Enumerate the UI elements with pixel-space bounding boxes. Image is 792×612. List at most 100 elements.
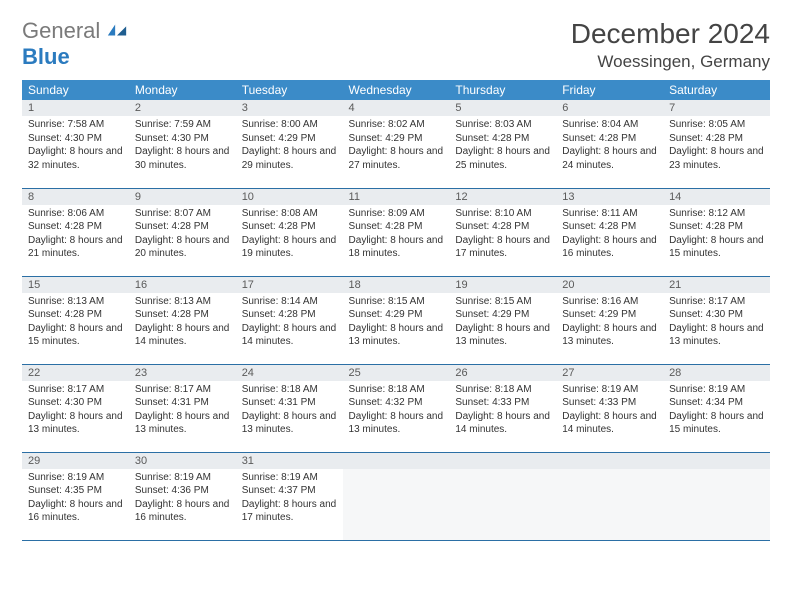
sunrise-line: Sunrise: 8:18 AM — [242, 383, 337, 397]
day-details: Sunrise: 8:05 AMSunset: 4:28 PMDaylight:… — [663, 116, 770, 176]
day-details: Sunrise: 8:11 AMSunset: 4:28 PMDaylight:… — [556, 205, 663, 265]
day-details: Sunrise: 8:13 AMSunset: 4:28 PMDaylight:… — [22, 293, 129, 353]
sunset-line: Sunset: 4:28 PM — [242, 308, 337, 322]
sunset-line: Sunset: 4:29 PM — [349, 308, 444, 322]
day-details: Sunrise: 8:03 AMSunset: 4:28 PMDaylight:… — [449, 116, 556, 176]
calendar-day-cell: 2Sunrise: 7:59 AMSunset: 4:30 PMDaylight… — [129, 100, 236, 188]
day-details: Sunrise: 8:00 AMSunset: 4:29 PMDaylight:… — [236, 116, 343, 176]
calendar-week-row: 1Sunrise: 7:58 AMSunset: 4:30 PMDaylight… — [22, 100, 770, 188]
calendar-day-cell: 11Sunrise: 8:09 AMSunset: 4:28 PMDayligh… — [343, 188, 450, 276]
sunset-line: Sunset: 4:28 PM — [135, 220, 230, 234]
calendar-empty-cell — [343, 452, 450, 540]
calendar-day-cell: 10Sunrise: 8:08 AMSunset: 4:28 PMDayligh… — [236, 188, 343, 276]
sunset-line: Sunset: 4:28 PM — [562, 220, 657, 234]
day-details: Sunrise: 8:08 AMSunset: 4:28 PMDaylight:… — [236, 205, 343, 265]
sunrise-line: Sunrise: 8:18 AM — [349, 383, 444, 397]
sunrise-line: Sunrise: 8:04 AM — [562, 118, 657, 132]
weekday-header: Tuesday — [236, 80, 343, 100]
day-details: Sunrise: 8:17 AMSunset: 4:30 PMDaylight:… — [663, 293, 770, 353]
day-number: 31 — [236, 453, 343, 469]
calendar-day-cell: 23Sunrise: 8:17 AMSunset: 4:31 PMDayligh… — [129, 364, 236, 452]
daylight-line: Daylight: 8 hours and 16 minutes. — [562, 234, 657, 261]
daylight-line: Daylight: 8 hours and 14 minutes. — [562, 410, 657, 437]
calendar-week-row: 8Sunrise: 8:06 AMSunset: 4:28 PMDaylight… — [22, 188, 770, 276]
day-details: Sunrise: 8:14 AMSunset: 4:28 PMDaylight:… — [236, 293, 343, 353]
daylight-line: Daylight: 8 hours and 13 minutes. — [349, 322, 444, 349]
logo: General Blue — [22, 18, 128, 70]
calendar-day-cell: 3Sunrise: 8:00 AMSunset: 4:29 PMDaylight… — [236, 100, 343, 188]
calendar-empty-cell — [663, 452, 770, 540]
calendar-day-cell: 5Sunrise: 8:03 AMSunset: 4:28 PMDaylight… — [449, 100, 556, 188]
daylight-line: Daylight: 8 hours and 17 minutes. — [455, 234, 550, 261]
daylight-line: Daylight: 8 hours and 14 minutes. — [242, 322, 337, 349]
day-number: 9 — [129, 189, 236, 205]
day-details: Sunrise: 8:09 AMSunset: 4:28 PMDaylight:… — [343, 205, 450, 265]
day-details: Sunrise: 8:12 AMSunset: 4:28 PMDaylight:… — [663, 205, 770, 265]
day-number: 29 — [22, 453, 129, 469]
sunrise-line: Sunrise: 8:08 AM — [242, 207, 337, 221]
day-details: Sunrise: 8:07 AMSunset: 4:28 PMDaylight:… — [129, 205, 236, 265]
daylight-line: Daylight: 8 hours and 13 minutes. — [455, 322, 550, 349]
day-details: Sunrise: 7:59 AMSunset: 4:30 PMDaylight:… — [129, 116, 236, 176]
calendar-day-cell: 16Sunrise: 8:13 AMSunset: 4:28 PMDayligh… — [129, 276, 236, 364]
day-number: 2 — [129, 100, 236, 116]
sunrise-line: Sunrise: 7:59 AM — [135, 118, 230, 132]
day-number: 13 — [556, 189, 663, 205]
calendar-body: 1Sunrise: 7:58 AMSunset: 4:30 PMDaylight… — [22, 100, 770, 540]
calendar-day-cell: 7Sunrise: 8:05 AMSunset: 4:28 PMDaylight… — [663, 100, 770, 188]
day-details: Sunrise: 8:18 AMSunset: 4:31 PMDaylight:… — [236, 381, 343, 441]
weekday-header: Friday — [556, 80, 663, 100]
calendar-day-cell: 8Sunrise: 8:06 AMSunset: 4:28 PMDaylight… — [22, 188, 129, 276]
daylight-line: Daylight: 8 hours and 13 minutes. — [242, 410, 337, 437]
day-details: Sunrise: 8:17 AMSunset: 4:30 PMDaylight:… — [22, 381, 129, 441]
day-number: 1 — [22, 100, 129, 116]
title-block: December 2024 Woessingen, Germany — [571, 18, 770, 72]
logo-text: General Blue — [22, 18, 128, 70]
sunrise-line: Sunrise: 8:06 AM — [28, 207, 123, 221]
sunset-line: Sunset: 4:30 PM — [669, 308, 764, 322]
sunrise-line: Sunrise: 8:17 AM — [135, 383, 230, 397]
sunset-line: Sunset: 4:28 PM — [669, 220, 764, 234]
day-number: 25 — [343, 365, 450, 381]
day-number: 15 — [22, 277, 129, 293]
day-details: Sunrise: 8:19 AMSunset: 4:37 PMDaylight:… — [236, 469, 343, 529]
sunrise-line: Sunrise: 8:19 AM — [242, 471, 337, 485]
daylight-line: Daylight: 8 hours and 15 minutes. — [28, 322, 123, 349]
day-number: 30 — [129, 453, 236, 469]
calendar-day-cell: 28Sunrise: 8:19 AMSunset: 4:34 PMDayligh… — [663, 364, 770, 452]
sunset-line: Sunset: 4:30 PM — [135, 132, 230, 146]
day-details: Sunrise: 8:17 AMSunset: 4:31 PMDaylight:… — [129, 381, 236, 441]
calendar-empty-cell — [556, 452, 663, 540]
sunset-line: Sunset: 4:30 PM — [28, 132, 123, 146]
calendar-week-row: 29Sunrise: 8:19 AMSunset: 4:35 PMDayligh… — [22, 452, 770, 540]
daylight-line: Daylight: 8 hours and 16 minutes. — [135, 498, 230, 525]
sunrise-line: Sunrise: 8:13 AM — [135, 295, 230, 309]
daylight-line: Daylight: 8 hours and 14 minutes. — [455, 410, 550, 437]
day-details: Sunrise: 8:19 AMSunset: 4:35 PMDaylight:… — [22, 469, 129, 529]
logo-word-1: General — [22, 18, 100, 43]
day-number: 19 — [449, 277, 556, 293]
daylight-line: Daylight: 8 hours and 24 minutes. — [562, 145, 657, 172]
day-number: 24 — [236, 365, 343, 381]
weekday-header: Saturday — [663, 80, 770, 100]
daylight-line: Daylight: 8 hours and 13 minutes. — [135, 410, 230, 437]
sunrise-line: Sunrise: 8:02 AM — [349, 118, 444, 132]
day-number: 26 — [449, 365, 556, 381]
day-number: 12 — [449, 189, 556, 205]
sunset-line: Sunset: 4:31 PM — [135, 396, 230, 410]
sunrise-line: Sunrise: 8:19 AM — [28, 471, 123, 485]
day-number: 11 — [343, 189, 450, 205]
day-details: Sunrise: 8:13 AMSunset: 4:28 PMDaylight:… — [129, 293, 236, 353]
sunrise-line: Sunrise: 8:07 AM — [135, 207, 230, 221]
day-details: Sunrise: 8:10 AMSunset: 4:28 PMDaylight:… — [449, 205, 556, 265]
day-number: 16 — [129, 277, 236, 293]
day-number: 6 — [556, 100, 663, 116]
sunrise-line: Sunrise: 8:19 AM — [135, 471, 230, 485]
day-details: Sunrise: 8:19 AMSunset: 4:33 PMDaylight:… — [556, 381, 663, 441]
calendar-day-cell: 15Sunrise: 8:13 AMSunset: 4:28 PMDayligh… — [22, 276, 129, 364]
day-details: Sunrise: 8:06 AMSunset: 4:28 PMDaylight:… — [22, 205, 129, 265]
daylight-line: Daylight: 8 hours and 14 minutes. — [135, 322, 230, 349]
day-details: Sunrise: 8:18 AMSunset: 4:32 PMDaylight:… — [343, 381, 450, 441]
sunrise-line: Sunrise: 8:15 AM — [455, 295, 550, 309]
day-details: Sunrise: 8:02 AMSunset: 4:29 PMDaylight:… — [343, 116, 450, 176]
